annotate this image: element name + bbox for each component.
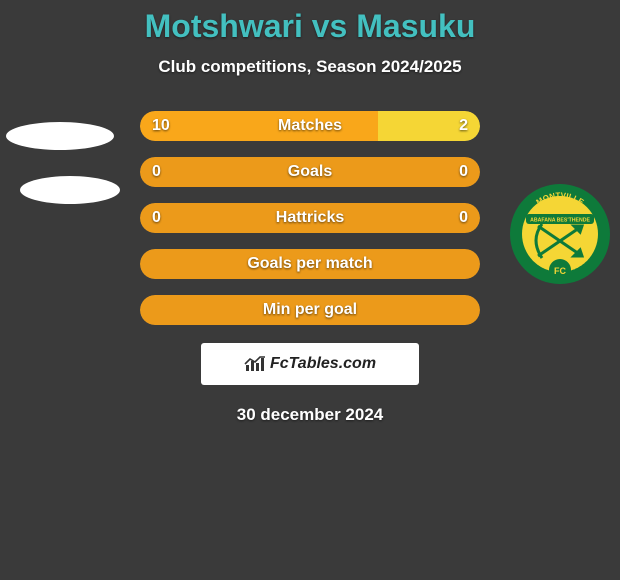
stat-label: Hattricks <box>276 209 344 227</box>
slot-left <box>20 249 140 279</box>
stat-value-left: 10 <box>152 117 170 135</box>
stat-bar: Min per goal <box>140 295 480 325</box>
slot-right <box>480 203 600 233</box>
slot-left <box>20 295 140 325</box>
stat-label: Min per goal <box>263 301 357 319</box>
stat-label: Matches <box>278 117 342 135</box>
bar-fill-left <box>140 111 378 141</box>
stat-row: Min per goal <box>0 295 620 325</box>
slot-left <box>20 203 140 233</box>
watermark-text: FcTables.com <box>270 355 376 373</box>
stat-value-right: 2 <box>459 117 468 135</box>
stat-value-left: 0 <box>152 209 161 227</box>
slot-right <box>480 157 600 187</box>
slot-right <box>480 249 600 279</box>
stat-value-left: 0 <box>152 163 161 181</box>
stat-value-right: 0 <box>459 209 468 227</box>
stat-bar: 0 0 Hattricks <box>140 203 480 233</box>
stat-row: 0 0 Goals <box>0 157 620 187</box>
stat-label: Goals per match <box>247 255 372 273</box>
chart-icon <box>244 355 266 373</box>
slot-left <box>20 111 140 141</box>
slot-right <box>480 295 600 325</box>
infographic-root: Motshwari vs Masuku Club competitions, S… <box>0 0 620 425</box>
date-text: 30 december 2024 <box>0 405 620 425</box>
stat-bar: 0 0 Goals <box>140 157 480 187</box>
stat-row: Goals per match <box>0 249 620 279</box>
stat-row: 0 0 Hattricks <box>0 203 620 233</box>
slot-left <box>20 157 140 187</box>
stat-bar: Goals per match <box>140 249 480 279</box>
page-subtitle: Club competitions, Season 2024/2025 <box>0 57 620 77</box>
page-title: Motshwari vs Masuku <box>0 8 620 45</box>
stat-bar: 10 2 Matches <box>140 111 480 141</box>
stat-value-right: 0 <box>459 163 468 181</box>
stat-label: Goals <box>288 163 332 181</box>
watermark: FcTables.com <box>201 343 419 385</box>
stat-row: 10 2 Matches <box>0 111 620 141</box>
slot-right <box>480 111 600 141</box>
